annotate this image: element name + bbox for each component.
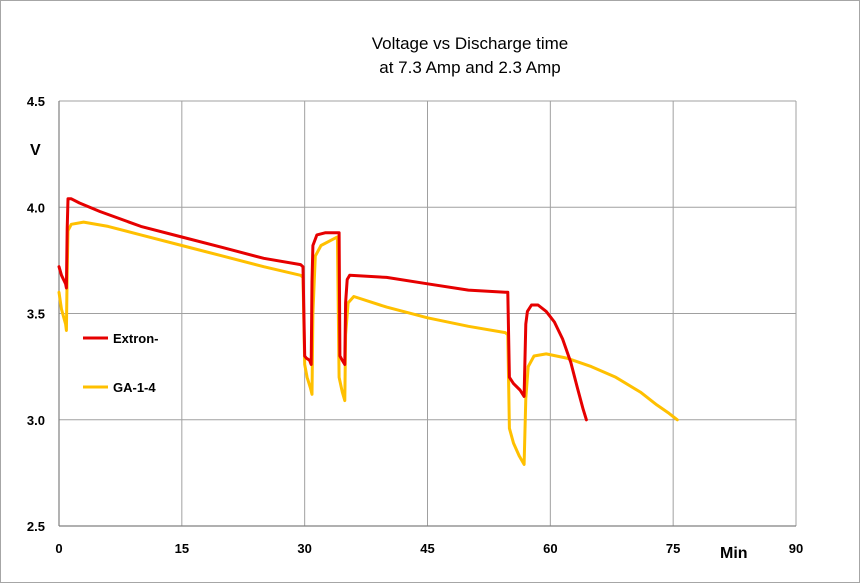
- series-line-0: [57, 197, 588, 422]
- y-tick-label: 2.5: [27, 519, 45, 534]
- x-tick-label: 15: [175, 541, 189, 556]
- x-tick-label: 45: [420, 541, 434, 556]
- legend: Extron- GA-1-4: [83, 331, 159, 395]
- series-lines: [57, 197, 679, 466]
- x-tick-label: 90: [789, 541, 803, 556]
- x-axis-label: Min: [720, 545, 748, 562]
- y-axis-ticks: 2.5 3.0 3.5 4.0 4.5: [27, 94, 45, 534]
- chart-title: Voltage vs Discharge time: [372, 34, 569, 53]
- chart-subtitle: at 7.3 Amp and 2.3 Amp: [379, 58, 560, 77]
- legend-label: GA-1-4: [113, 380, 156, 395]
- legend-label: Extron-: [113, 331, 159, 346]
- y-tick-label: 3.0: [27, 413, 45, 428]
- y-tick-label: 4.5: [27, 94, 45, 109]
- plot-grid: [58, 100, 797, 527]
- series-line-1: [57, 220, 679, 466]
- y-tick-label: 4.0: [27, 200, 45, 215]
- y-tick-label: 3.5: [27, 307, 45, 322]
- x-tick-label: 30: [297, 541, 311, 556]
- y-axis-label: V: [30, 142, 41, 159]
- x-tick-label: 0: [55, 541, 62, 556]
- x-tick-label: 60: [543, 541, 557, 556]
- x-tick-label: 75: [666, 541, 680, 556]
- x-axis-ticks: 0 15 30 45 60 75 90: [55, 541, 803, 556]
